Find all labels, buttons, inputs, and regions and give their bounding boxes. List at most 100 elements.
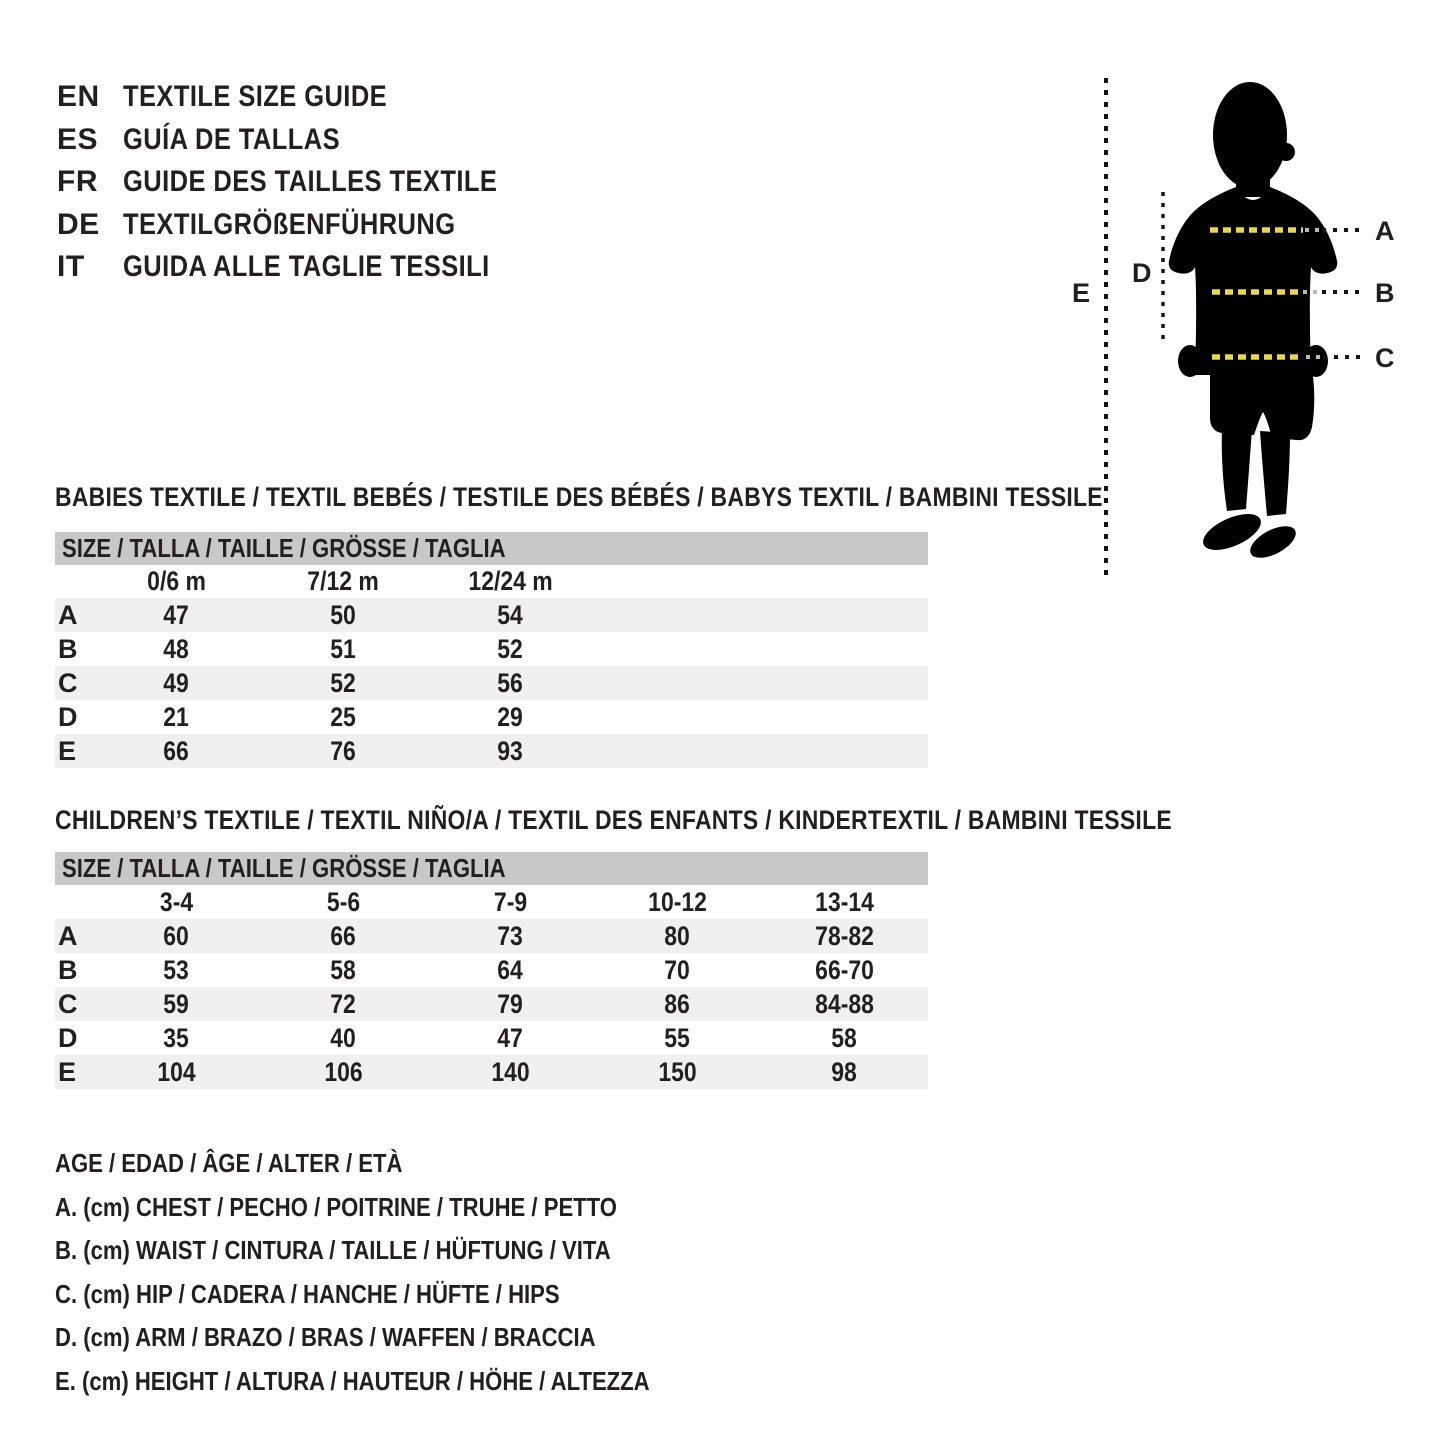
legend-line: B. (cm) WAIST / CINTURA / TAILLE / HÜFTU… <box>55 1235 611 1266</box>
size-value-cell: 29 <box>497 701 524 732</box>
child-silhouette <box>1168 82 1338 558</box>
language-code: IT <box>57 250 85 284</box>
table-row: C 59 72 79 86 84-88 <box>55 987 928 1021</box>
language-title: GUÍA DE TALLAS <box>123 122 341 156</box>
children-column-header: 3-4 <box>159 886 194 917</box>
size-value-cell: 66 <box>163 735 190 766</box>
row-measure-letter: E <box>58 1056 77 1087</box>
legend-line: D. (cm) ARM / BRAZO / BRAS / WAFFEN / BR… <box>55 1322 596 1353</box>
row-measure-letter: C <box>58 988 78 1019</box>
label-a: A <box>1375 216 1395 246</box>
size-value-cell: 86 <box>664 988 691 1019</box>
language-row: IT GUIDA ALLE TAGLIE TESSILI <box>57 246 563 289</box>
language-title: GUIDA ALLE TAGLIE TESSILI <box>123 250 490 284</box>
size-value-cell: 54 <box>497 599 524 630</box>
label-e: E <box>1072 278 1090 308</box>
language-code: FR <box>57 165 98 199</box>
babies-column-header: 7/12 m <box>307 566 380 596</box>
babies-section-title: BABIES TEXTILE / TEXTIL BEBÉS / TESTILE … <box>55 482 1103 512</box>
language-row: ES GUÍA DE TALLAS <box>57 119 563 162</box>
label-b: B <box>1375 278 1395 308</box>
language-title-block: EN TEXTILE SIZE GUIDE ES GUÍA DE TALLAS … <box>57 76 563 289</box>
table-row: B 53 58 64 70 66-70 <box>55 953 928 987</box>
size-value-cell: 66-70 <box>815 954 874 985</box>
size-value-cell: 52 <box>497 633 524 664</box>
size-value-cell: 51 <box>330 633 357 664</box>
size-value-cell: 106 <box>324 1056 363 1087</box>
table-row: A 60 66 73 80 78-82 <box>55 919 928 953</box>
size-value-cell: 35 <box>163 1022 190 1053</box>
language-title: TEXTILE SIZE GUIDE <box>123 80 388 114</box>
language-row: DE TEXTILGRÖßENFÜHRUNG <box>57 204 563 247</box>
babies-rows: A 47 50 54 B 48 51 52 C 49 52 56 <box>55 598 928 768</box>
size-value-cell: 60 <box>163 920 190 951</box>
size-value-cell: 59 <box>163 988 190 1019</box>
row-measure-letter: A <box>58 599 78 630</box>
legend-line: A. (cm) CHEST / PECHO / POITRINE / TRUHE… <box>55 1191 617 1222</box>
table-row: D 35 40 47 55 58 <box>55 1021 928 1055</box>
language-title: TEXTILGRÖßENFÜHRUNG <box>123 207 456 241</box>
label-c: C <box>1375 343 1395 373</box>
size-value-cell: 70 <box>664 954 691 985</box>
measurement-legend: AGE / EDAD / ÂGE / ALTER / ETÀ A. (cm) C… <box>55 1142 755 1403</box>
size-value-cell: 48 <box>163 633 190 664</box>
size-value-cell: 64 <box>497 954 524 985</box>
row-measure-letter: D <box>58 701 78 732</box>
child-silhouette-figure: A B C D E <box>1072 78 1395 578</box>
size-value-cell: 21 <box>163 701 190 732</box>
language-title: GUIDE DES TAILLES TEXTILE <box>123 165 498 199</box>
children-column-header-row: 3-4 5-6 7-9 10-12 13-14 <box>55 885 928 919</box>
children-table: 3-4 5-6 7-9 10-12 13-14 A 60 66 73 80 78-82 B 53… <box>55 885 928 1089</box>
size-value-cell: 55 <box>664 1022 691 1053</box>
size-value-cell: 73 <box>497 920 524 951</box>
row-measure-letter: D <box>58 1022 78 1053</box>
legend-line: E. (cm) HEIGHT / ALTURA / HAUTEUR / HÖHE… <box>55 1365 650 1396</box>
table-row: B 48 51 52 <box>55 632 928 666</box>
size-value-cell: 140 <box>491 1056 530 1087</box>
label-d: D <box>1132 258 1152 288</box>
size-value-cell: 40 <box>330 1022 357 1053</box>
table-row: A 47 50 54 <box>55 598 928 632</box>
row-measure-letter: A <box>58 920 78 951</box>
language-row: EN TEXTILE SIZE GUIDE <box>57 76 563 119</box>
row-measure-letter: E <box>58 735 77 766</box>
language-code: ES <box>57 122 99 156</box>
legend-line: C. (cm) HIP / CADERA / HANCHE / HÜFTE / … <box>55 1278 560 1309</box>
size-value-cell: 56 <box>497 667 524 698</box>
size-value-cell: 84-88 <box>815 988 874 1019</box>
table-row: C 49 52 56 <box>55 666 928 700</box>
language-row: FR GUIDE DES TAILLES TEXTILE <box>57 161 563 204</box>
size-value-cell: 79 <box>497 988 524 1019</box>
row-measure-letter: C <box>58 667 78 698</box>
children-size-header-bar: SIZE / TALLA / TAILLE / GRÖSSE / TAGLIA <box>55 852 928 885</box>
size-value-cell: 93 <box>497 735 524 766</box>
table-row: D 21 25 29 <box>55 700 928 734</box>
size-value-cell: 104 <box>157 1056 196 1087</box>
size-value-cell: 72 <box>330 988 357 1019</box>
babies-column-header-row: 0/6 m 7/12 m 12/24 m <box>55 565 928 598</box>
size-value-cell: 66 <box>330 920 357 951</box>
children-column-header: 10-12 <box>648 886 707 917</box>
size-value-cell: 150 <box>658 1056 697 1087</box>
children-column-header: 5-6 <box>326 886 361 917</box>
size-value-cell: 49 <box>163 667 190 698</box>
size-value-cell: 53 <box>163 954 190 985</box>
table-row: E 66 76 93 <box>55 734 928 768</box>
children-column-header: 13-14 <box>815 886 874 917</box>
table-row: E 104 106 140 150 98 <box>55 1055 928 1089</box>
babies-table: 0/6 m 7/12 m 12/24 m A 47 50 54 B 48 51 52 <box>55 565 928 768</box>
row-measure-letter: B <box>58 633 78 664</box>
language-code: DE <box>57 207 100 241</box>
children-column-header: 7-9 <box>493 886 528 917</box>
size-value-cell: 52 <box>330 667 357 698</box>
babies-column-header: 12/24 m <box>468 566 553 596</box>
size-value-cell: 98 <box>831 1056 858 1087</box>
legend-line: AGE / EDAD / ÂGE / ALTER / ETÀ <box>55 1148 403 1179</box>
children-section-title: CHILDREN’S TEXTILE / TEXTIL NIÑO/A / TEX… <box>55 805 1172 835</box>
children-rows: A 60 66 73 80 78-82 B 53 58 64 70 66-70 C <box>55 919 928 1089</box>
size-value-cell: 76 <box>330 735 357 766</box>
size-value-cell: 50 <box>330 599 357 630</box>
size-value-cell: 47 <box>497 1022 524 1053</box>
size-value-cell: 47 <box>163 599 190 630</box>
